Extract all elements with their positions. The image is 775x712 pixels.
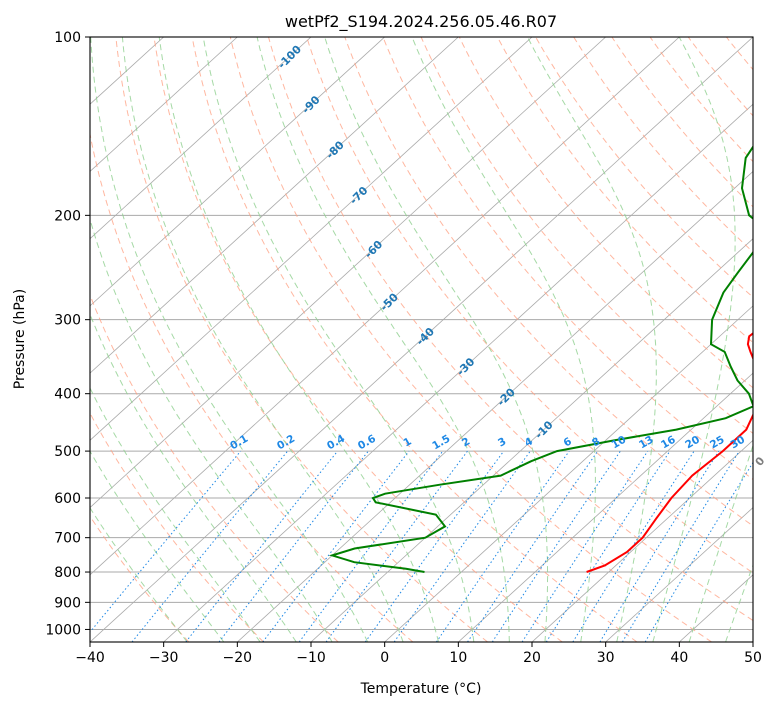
isotherm-line: [0, 37, 458, 642]
x-tick-label: 0: [380, 650, 389, 666]
dry-adiabat: [1, 37, 263, 642]
x-tick-label: −10: [296, 650, 326, 666]
mixing-ratio-label: 0.2: [275, 433, 297, 453]
mixing-ratio-line: [436, 451, 569, 642]
moist-adiabat: [762, 37, 775, 642]
moist-adiabat: [412, 37, 595, 642]
dry-adiabat-label: 0: [753, 454, 768, 468]
y-tick-label: 600: [54, 491, 81, 507]
x-tick-label: 40: [670, 650, 688, 666]
x-tick-label: −30: [149, 650, 179, 666]
moist-adiabat: [689, 37, 775, 642]
mixing-ratio-label: 1.5: [430, 433, 452, 453]
mixing-ratio-line: [365, 451, 503, 642]
moist-adiabat: [0, 37, 187, 642]
y-tick-label: 800: [54, 565, 81, 581]
mixing-ratio-line: [546, 451, 670, 642]
y-tick-label: 500: [54, 444, 81, 460]
y-tick-label: 300: [54, 313, 81, 329]
dry-adiabat: [421, 37, 775, 642]
y-tick-label: 200: [54, 208, 81, 224]
y-tick-label: 700: [54, 531, 81, 547]
moist-adiabat: [726, 37, 775, 642]
moist-adiabat: [91, 37, 368, 642]
dry-adiabat: [726, 37, 775, 642]
mixing-ratio-label: 20: [683, 434, 702, 452]
x-tick-label: 50: [744, 650, 762, 666]
profile-lines: [332, 37, 775, 572]
dry-adiabat: [0, 37, 189, 642]
x-tick-label: −20: [223, 650, 253, 666]
chart-title: wetPf2_S194.2024.256.05.46.R07: [285, 12, 557, 32]
mixing-ratio-line: [219, 451, 368, 642]
mixing-ratio-line: [82, 451, 241, 642]
dewpoint-profile: [332, 37, 775, 572]
y-tick-label: 400: [54, 387, 81, 403]
y-tick-label: 1000: [45, 622, 81, 638]
moist-adiabat: [63, 37, 332, 642]
moist-adiabat: [257, 37, 509, 642]
x-tick-label: −40: [75, 650, 105, 666]
x-tick-label: 30: [597, 650, 615, 666]
y-tick-label: 100: [54, 30, 81, 46]
moist-adiabat: [159, 37, 438, 642]
dry-adiabat: [650, 37, 775, 642]
x-tick-label: 10: [449, 650, 467, 666]
mixing-ratio-line: [622, 451, 739, 642]
isotherm-line: [164, 37, 775, 642]
axis-ticks: −40 −30 −20 −10 0 10 20 30 40 50 100 200 300 400 500 60…: [45, 30, 762, 666]
dry-adiabat: [230, 37, 711, 642]
mixing-ratio-label: 16: [659, 434, 678, 452]
mixing-ratio-line: [263, 451, 409, 642]
moist-adiabat: [38, 37, 297, 642]
mixing-ratio-line: [600, 451, 719, 642]
dry-adiabat: [688, 37, 775, 642]
mixing-ratio-label: 3: [496, 435, 508, 449]
x-axis-label: Temperature (°C): [360, 681, 482, 697]
isotherm-line: [753, 37, 775, 642]
moist-adiabat: [325, 37, 548, 642]
mixing-ratio-label: 1: [401, 435, 413, 449]
mixing-ratio-label: 0.4: [325, 433, 347, 453]
moist-adiabat: [203, 37, 474, 642]
mixing-ratio-line: [492, 451, 620, 642]
isotherm-line: [0, 37, 606, 642]
moist-adiabat: [0, 37, 224, 642]
dry-adiabat: [612, 37, 775, 642]
mixing-ratio-label: 10: [610, 434, 629, 452]
moist-adiabat: [14, 37, 260, 642]
y-axis-label: Pressure (hPa): [12, 289, 28, 389]
background-grid: [0, 37, 775, 642]
mixing-ratio-line: [132, 451, 288, 642]
y-tick-label: 900: [54, 595, 81, 611]
dry-adiabat: [497, 37, 775, 642]
mixing-ratio-label: 25: [708, 434, 727, 452]
dry-adiabat: [765, 37, 775, 642]
x-tick-label: 20: [523, 650, 541, 666]
dry-adiabat: [78, 37, 413, 642]
mixing-ratio-label: 0.1: [228, 433, 250, 453]
mixing-ratio-line: [468, 451, 598, 642]
dry-adiabat: [574, 37, 775, 642]
dry-adiabat: [116, 37, 488, 642]
